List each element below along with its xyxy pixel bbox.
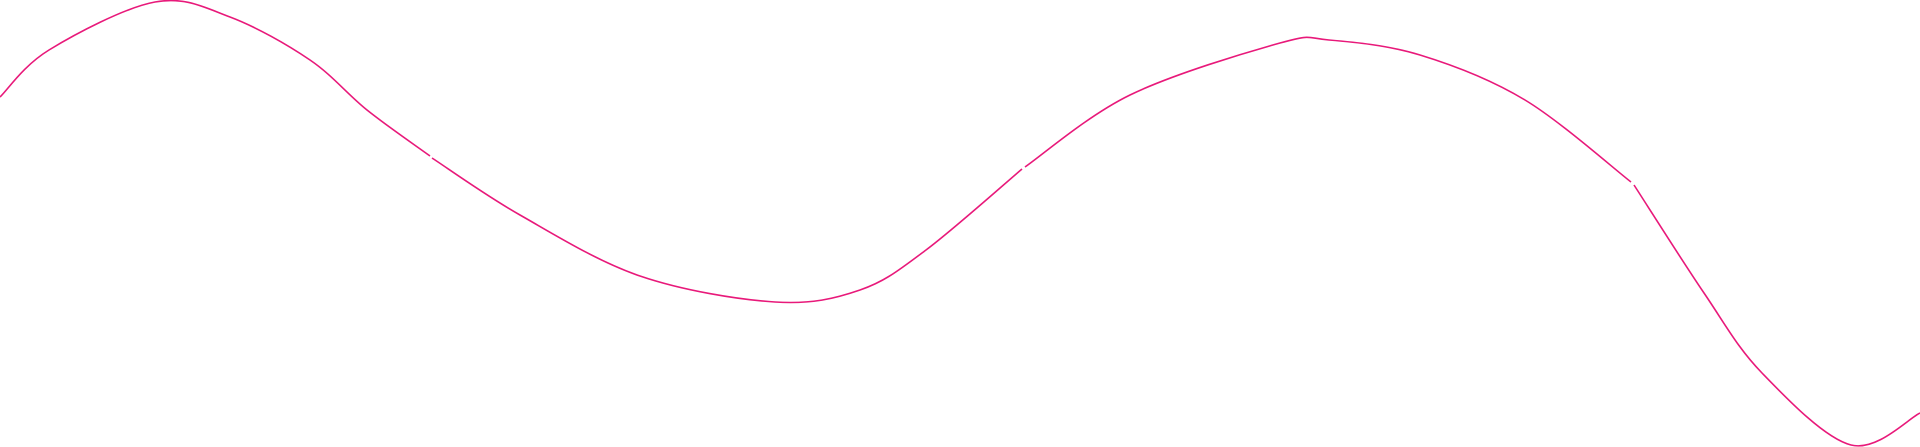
wave-segment-1 [0,0,431,157]
wave-segment-2 [431,157,1023,304]
wave-segment-3 [1024,36,1632,183]
wave-segment-4 [1633,184,1920,447]
